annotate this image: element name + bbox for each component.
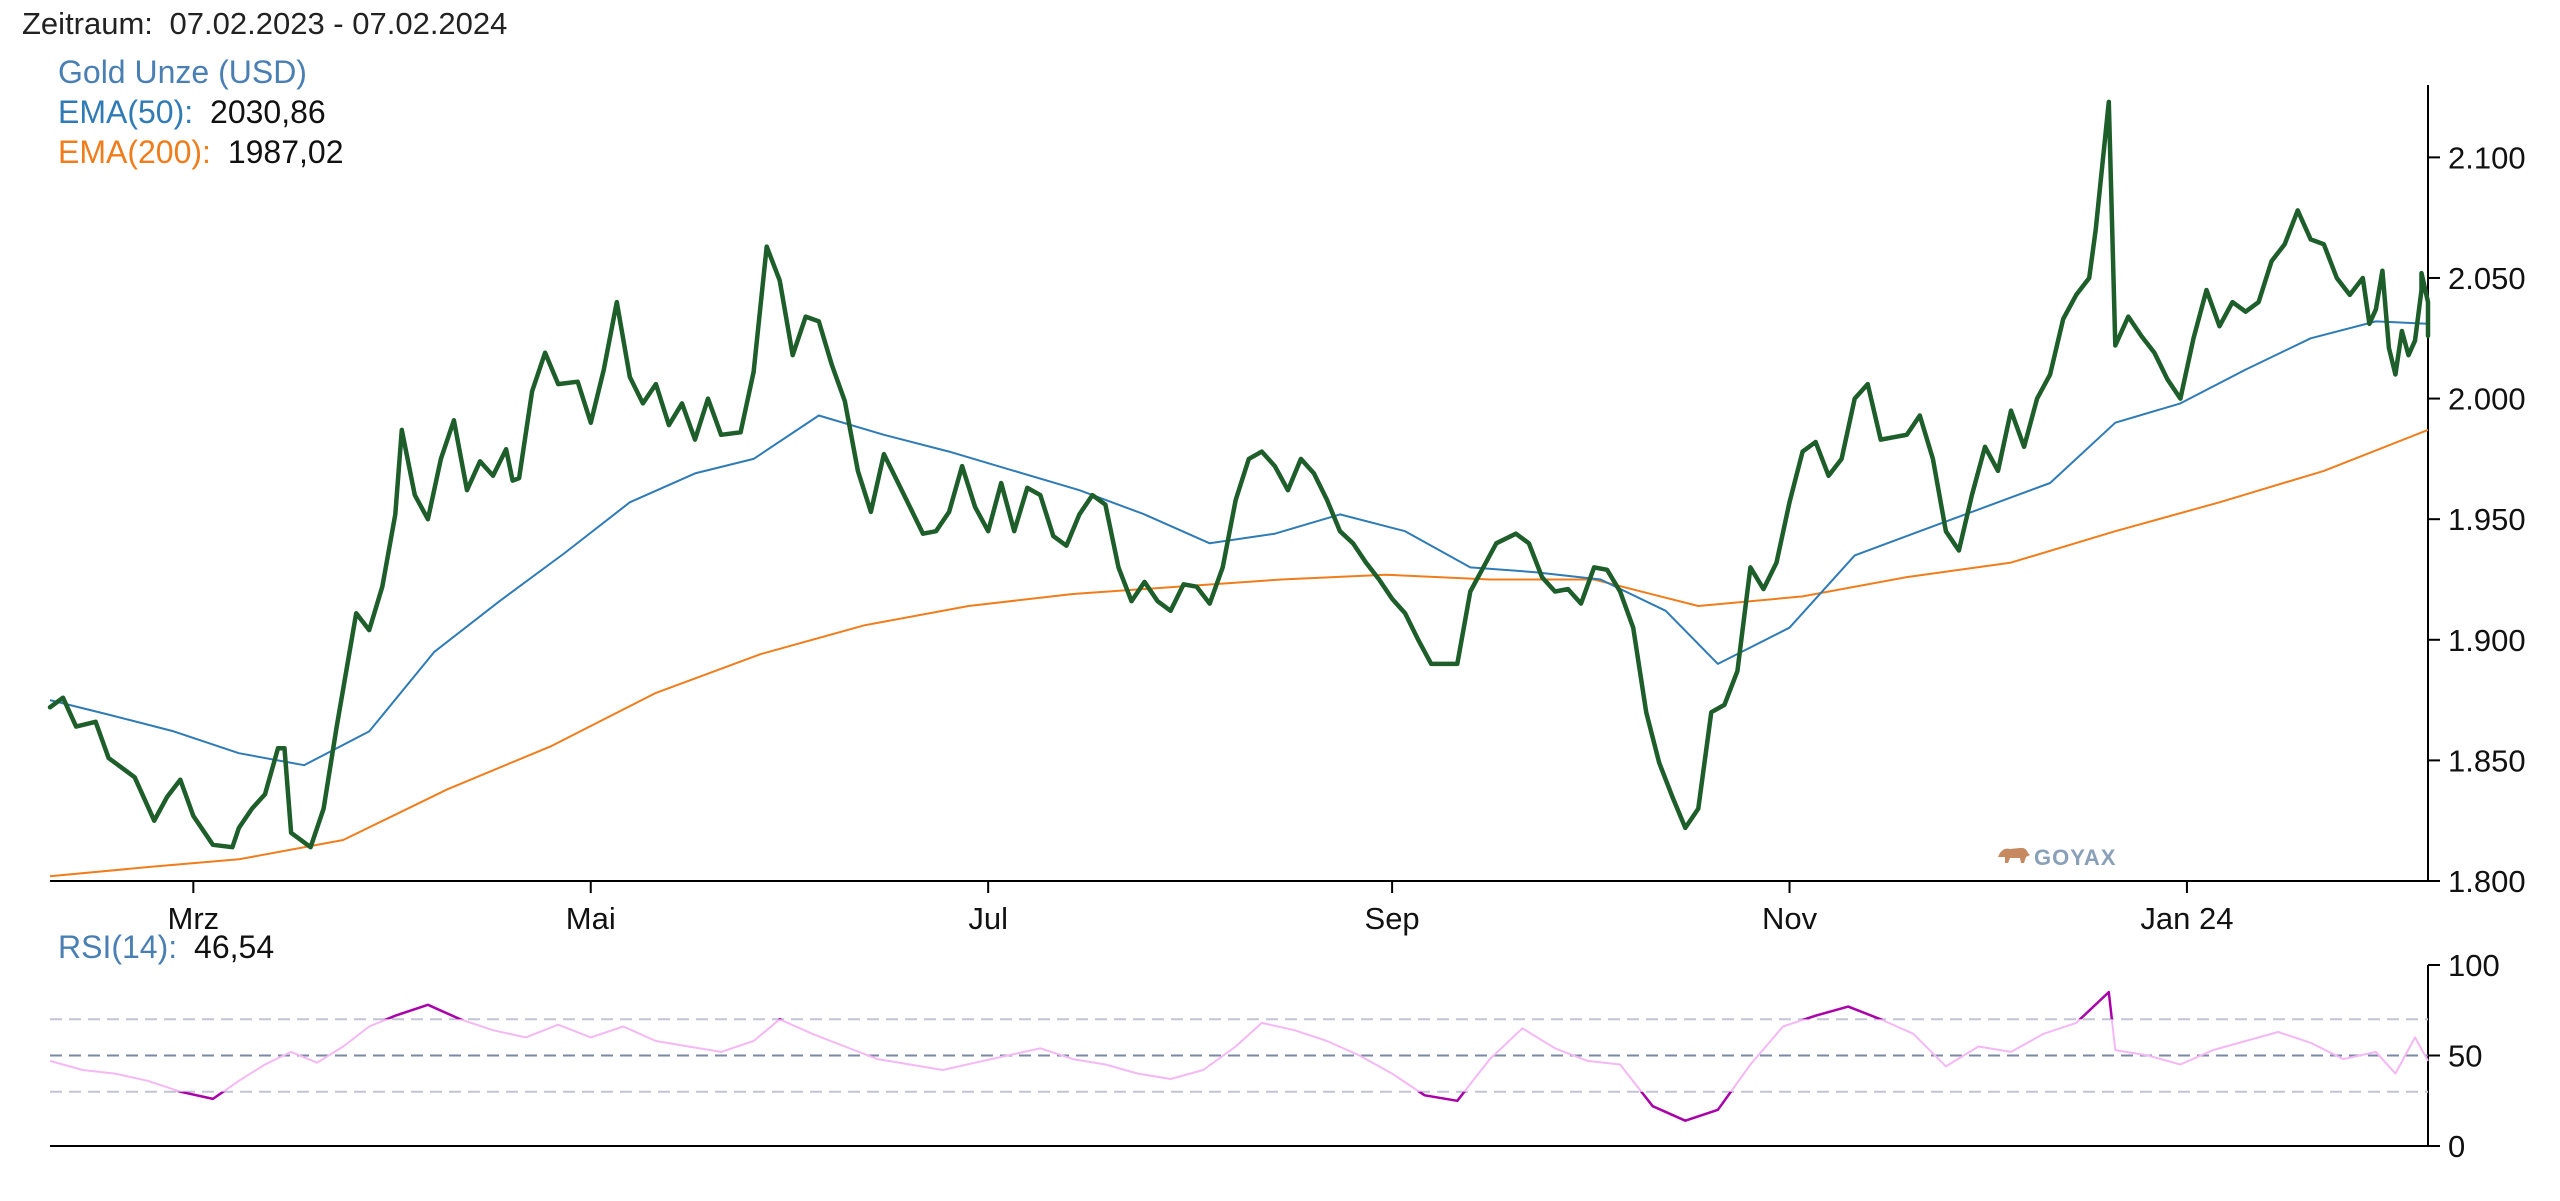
- ema50-line: [49, 320, 2429, 767]
- rsi-legend: RSI(14): 46,54: [58, 929, 274, 965]
- price-y-tick-label: 2.000: [2448, 382, 2526, 417]
- watermark-text: GOYAX: [2034, 845, 2116, 870]
- rsi-label: RSI(14):: [58, 929, 177, 965]
- price-x-tick-label: Nov: [1762, 901, 1818, 936]
- ema200-legend: EMA(200): 1987,02: [58, 134, 344, 170]
- price-y-tick-label: 1.900: [2448, 623, 2526, 658]
- ema200-value: 1987,02: [228, 134, 344, 170]
- gold-price-line: [47, 99, 2431, 850]
- price-x-tick-label: Jan 24: [2140, 901, 2233, 936]
- rsi-axes: [50, 965, 2429, 1147]
- rsi-lines: [49, 990, 2429, 1122]
- price-x-tick-label: Mrz: [168, 901, 220, 936]
- price-panel: 1.800 1.850 1.900 1.950 2.000 2.050 2.100 Mrz Ma…: [47, 85, 2526, 936]
- ema50-legend: EMA(50): 2030,86: [58, 94, 326, 130]
- price-y-tick-label: 1.950: [2448, 502, 2526, 537]
- price-y-tick-label: 1.800: [2448, 864, 2526, 899]
- rsi-y-tick-label: 100: [2448, 948, 2500, 983]
- ema200-label: EMA(200):: [58, 134, 211, 170]
- price-x-tick-label: Mai: [566, 901, 616, 936]
- price-x-tick-label: Jul: [968, 901, 1008, 936]
- ema50-value: 2030,86: [210, 94, 326, 130]
- price-y-tick-label: 2.050: [2448, 261, 2526, 296]
- period-label: Zeitraum: 07.02.2023 - 07.02.2024: [22, 6, 507, 41]
- price-y-tick-label: 1.850: [2448, 743, 2526, 778]
- instrument-label: Gold Unze (USD): [58, 54, 307, 90]
- rsi-y-tick-label: 50: [2448, 1039, 2482, 1074]
- price-ticks: 1.800 1.850 1.900 1.950 2.000 2.050 2.100 Mrz Ma…: [168, 140, 2526, 936]
- goyax-watermark: GOYAX: [1998, 845, 2116, 870]
- rsi-panel: RSI(14): 46,54 0 50 100: [49, 929, 2500, 1164]
- rsi-y-tick-label: 0: [2448, 1129, 2465, 1164]
- bull-icon: [1998, 847, 2030, 863]
- ema50-label: EMA(50):: [58, 94, 193, 130]
- rsi-value: 46,54: [194, 929, 274, 965]
- rsi-ticks: 0 50 100: [2428, 948, 2500, 1164]
- price-x-tick-label: Sep: [1365, 901, 1420, 936]
- price-lines: [47, 99, 2431, 878]
- ema200-line: [49, 428, 2429, 878]
- price-axes: [50, 85, 2429, 882]
- price-y-tick-label: 2.100: [2448, 140, 2526, 175]
